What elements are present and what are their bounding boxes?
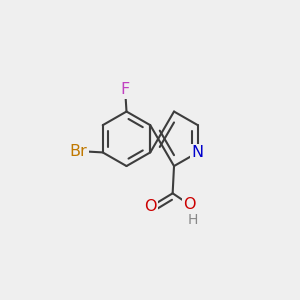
Text: F: F — [121, 82, 130, 97]
Text: H: H — [187, 213, 198, 227]
Text: N: N — [192, 145, 204, 160]
Text: O: O — [144, 200, 156, 214]
Text: O: O — [183, 197, 196, 212]
Text: Br: Br — [70, 144, 88, 159]
